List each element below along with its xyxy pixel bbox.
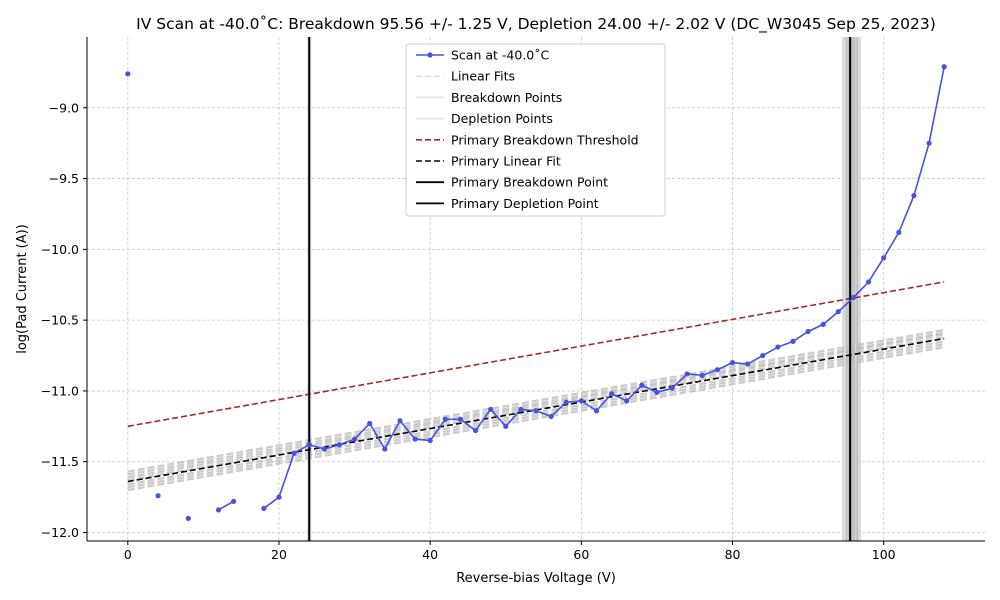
x-tick-label: 40 xyxy=(422,547,438,562)
x-tick-label: 100 xyxy=(872,547,896,562)
legend-label: Linear Fits xyxy=(451,69,515,84)
linear-fit-line xyxy=(127,328,945,473)
scan-data-point xyxy=(185,515,191,521)
y-tick-label: −9.5 xyxy=(49,171,79,186)
chart-title: IV Scan at -40.0˚C: Breakdown 95.56 +/- … xyxy=(136,15,936,34)
scan-data-point xyxy=(472,427,479,434)
scan-data-point xyxy=(412,436,418,442)
legend-label: Primary Breakdown Point xyxy=(451,175,608,190)
scan-data-point xyxy=(729,360,736,366)
scan-data-point xyxy=(865,279,872,285)
scan-data-point xyxy=(790,338,796,344)
scan-data-point xyxy=(654,389,660,395)
scan-data-point xyxy=(911,192,917,199)
scan-data-point xyxy=(745,361,751,367)
scan-data-point xyxy=(215,507,222,513)
scan-data-point xyxy=(367,420,373,427)
scan-data-point xyxy=(503,423,509,429)
legend-swatch-marker xyxy=(427,52,433,58)
legend-label: Scan at -40.0˚C xyxy=(451,48,549,63)
scan-data-point xyxy=(336,442,343,448)
linear-fit-line xyxy=(127,345,945,492)
scan-data-point xyxy=(639,382,645,388)
linear-fit-line xyxy=(127,333,945,479)
scan-data-point xyxy=(533,408,539,414)
tick-labels: 0 20 40 60 80 100 −12.0 −11.5 −11.0 −10.5 −10.0 −9.… xyxy=(41,100,896,562)
x-tick-label: 80 xyxy=(725,547,741,562)
linear-fit-line xyxy=(127,343,945,489)
legend-box xyxy=(405,43,666,217)
x-tick-label: 0 xyxy=(124,547,132,562)
legend-label: Primary Depletion Point xyxy=(451,196,599,211)
scan-data-point xyxy=(624,398,630,404)
legend-label: Primary Breakdown Threshold xyxy=(451,132,639,147)
scan-data-point xyxy=(941,64,947,70)
y-tick-label: −12.0 xyxy=(41,525,79,540)
scan-data-point xyxy=(714,367,721,373)
scan-data-point xyxy=(231,498,237,504)
y-tick-label: −11.5 xyxy=(41,454,79,469)
scan-data-point xyxy=(926,140,932,146)
scan-data-point xyxy=(669,385,675,391)
scan-series xyxy=(125,64,947,521)
scan-data-point xyxy=(775,344,781,350)
scan-data-point xyxy=(805,328,811,335)
legend-label: Depletion Points xyxy=(451,111,553,126)
scan-data-point xyxy=(593,408,600,414)
linear-fit-line xyxy=(127,331,945,476)
y-tick-label: −10.0 xyxy=(41,242,79,257)
scan-data-point xyxy=(276,494,282,500)
y-tick-label: −11.0 xyxy=(41,383,79,398)
scan-data-point xyxy=(518,406,524,412)
scan-data-point xyxy=(684,371,690,377)
scan-data-point xyxy=(578,398,584,404)
legend-label: Primary Linear Fit xyxy=(451,154,561,169)
scan-data-point xyxy=(442,416,448,422)
scan-data-point xyxy=(608,391,615,397)
axes xyxy=(83,37,985,545)
scan-data-point xyxy=(563,399,569,405)
scan-data-point xyxy=(261,505,267,512)
scan-data-point xyxy=(155,493,161,499)
scan-line-segment xyxy=(263,66,945,510)
x-axis-label: Reverse-bias Voltage (V) xyxy=(456,571,616,586)
y-axis-label: log(Pad Current (A)) xyxy=(15,224,30,354)
scan-data-point xyxy=(321,446,327,452)
scan-data-point xyxy=(548,413,554,420)
legend-label: Breakdown Points xyxy=(451,90,562,105)
y-tick-label: −9.0 xyxy=(49,100,79,115)
legend: Scan at -40.0˚C Linear Fits Breakdown Poin… xyxy=(405,43,666,217)
scan-data-point xyxy=(397,418,403,424)
scan-data-point xyxy=(760,352,766,359)
scan-data-point xyxy=(699,372,705,378)
scan-data-point xyxy=(896,229,902,235)
primary-breakdown-threshold-line xyxy=(127,281,945,428)
scan-data-point xyxy=(457,416,464,422)
scan-data-point xyxy=(306,442,312,448)
y-tick-label: −10.5 xyxy=(41,313,79,328)
scan-data-point xyxy=(488,406,494,412)
scan-data-point xyxy=(351,436,358,442)
scan-data-point xyxy=(820,321,826,327)
scan-data-point xyxy=(382,446,388,452)
scan-data-point xyxy=(291,450,297,456)
scan-data-point xyxy=(850,294,857,301)
scan-line-segment xyxy=(218,500,235,511)
x-tick-label: 60 xyxy=(573,547,589,562)
scan-data-point xyxy=(835,309,841,315)
x-tick-label: 20 xyxy=(271,547,287,562)
scan-data-point xyxy=(125,71,131,77)
scan-data-point xyxy=(881,255,887,261)
scan-data-point xyxy=(427,437,433,444)
